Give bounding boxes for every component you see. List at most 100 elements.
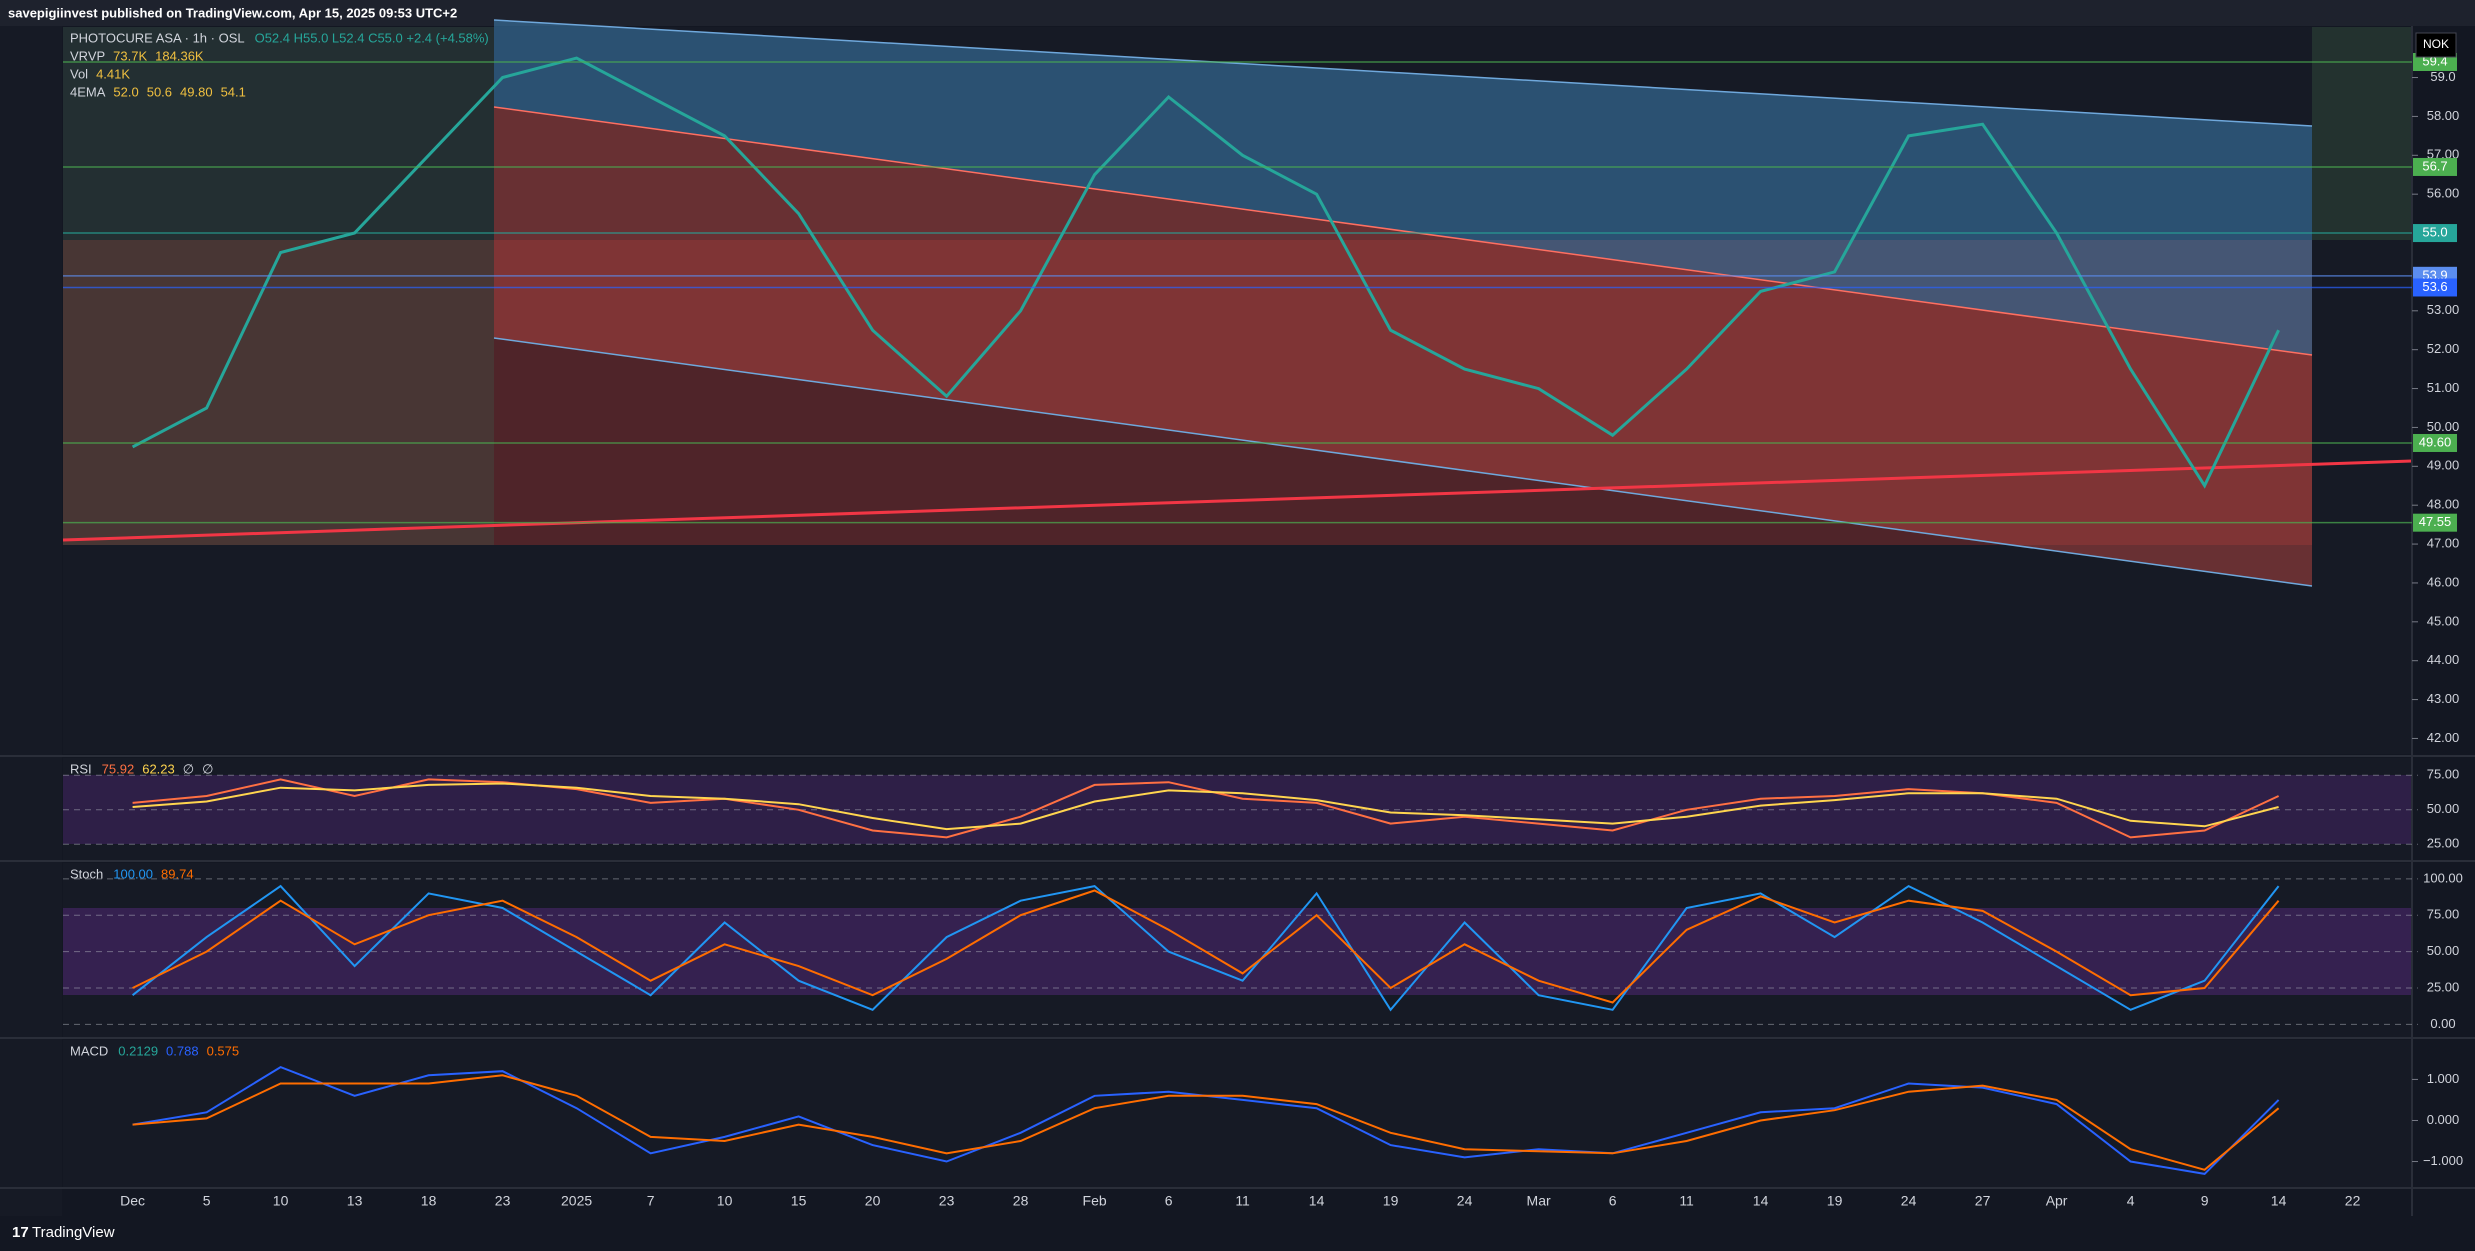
x-tick-label: 10 — [273, 1193, 289, 1209]
indicator-line — [132, 782, 2279, 831]
channel-bottom — [493, 337, 2313, 587]
y-tick-label: 100.00 — [2423, 870, 2463, 885]
indicator-line — [132, 889, 2280, 1004]
price-label-bg — [2413, 278, 2457, 297]
y-tick-label: 49.00 — [2427, 458, 2460, 473]
channel-top — [493, 19, 2313, 127]
x-tick-label: Feb — [1083, 1193, 1107, 1209]
indicator-value: 73.7K — [113, 48, 147, 63]
footer — [0, 1216, 2475, 1251]
publisher: savepigiinvest published on TradingView.… — [8, 5, 457, 20]
zone-left — [63, 27, 494, 545]
x-tick-label: 6 — [1609, 1193, 1617, 1209]
rsi-band — [63, 775, 2412, 844]
price-label-bg — [2413, 224, 2457, 243]
pane-title: PHOTOCURE ASA · 1h · OSL — [70, 30, 245, 45]
price-label: 55.0 — [2422, 224, 2447, 239]
indicator-name: 4EMA — [70, 84, 106, 99]
left-toolbar — [0, 26, 62, 1216]
y-tick-label: 50.00 — [2427, 801, 2460, 816]
price-label: 53.6 — [2422, 279, 2447, 294]
x-tick-label: 19 — [1827, 1193, 1843, 1209]
y-tick-label: 58.00 — [2427, 108, 2460, 123]
price-label: 56.7 — [2422, 158, 2447, 173]
y-tick-label: 75.00 — [2427, 767, 2460, 782]
y-tick-label: 42.00 — [2427, 730, 2460, 745]
rsi-pane — [63, 758, 2412, 860]
stoch-pane — [63, 863, 2412, 1037]
y-tick-label: 51.00 — [2427, 380, 2460, 395]
x-tick-label: 4 — [2127, 1193, 2135, 1209]
stoch-band — [63, 908, 2412, 995]
indicator-line — [132, 778, 2280, 839]
x-tick-label: 11 — [1235, 1193, 1250, 1209]
indicator-value: 52.0 — [113, 84, 138, 99]
x-tick-label: 22 — [2345, 1193, 2361, 1209]
price-label-bg — [2413, 433, 2457, 452]
y-tick-label: 47.00 — [2427, 536, 2460, 551]
x-tick-label: 14 — [1753, 1193, 1769, 1209]
y-tick-label: −1.000 — [2423, 1153, 2463, 1168]
x-tick-label: 14 — [2271, 1193, 2287, 1209]
y-tick-label: 50.00 — [2427, 419, 2460, 434]
y-tick-label: 43.00 — [2427, 691, 2460, 706]
legend-value: 100.00 — [113, 866, 153, 881]
legend-value: 0.2129 — [118, 1043, 158, 1058]
price-label: 47.55 — [2419, 514, 2452, 529]
legend-value: 62.23 — [142, 761, 175, 776]
top-bar — [0, 0, 2475, 26]
indicator-line — [132, 1074, 2280, 1171]
indicator-value: 49.80 — [180, 84, 213, 99]
x-tick-label: Mar — [1527, 1193, 1551, 1209]
y-tick-label: 1.000 — [2427, 1071, 2460, 1086]
x-tick-label: 9 — [2201, 1193, 2209, 1209]
indicator-value: 50.6 — [147, 84, 172, 99]
y-tick-label: 56.00 — [2427, 186, 2460, 201]
price-line — [131, 56, 2280, 489]
currency-bg — [2415, 32, 2457, 58]
pane-title: RSI — [70, 761, 92, 776]
x-tick-label: Dec — [120, 1193, 145, 1209]
footer-brand: TradingView — [32, 1224, 115, 1241]
legend-value: ∅ — [202, 761, 213, 776]
indicator-value: 54.1 — [221, 84, 246, 99]
legend-value: 75.92 — [102, 761, 135, 776]
x-tick-label: 5 — [203, 1193, 211, 1209]
y-tick-label: 59.0 — [2430, 69, 2455, 84]
channel-mid — [493, 106, 2313, 356]
x-tick-label: 24 — [1457, 1193, 1473, 1209]
channel-upper — [494, 20, 2312, 355]
indicator-value: 4.41K — [96, 66, 130, 81]
y-tick-label: 0.00 — [2430, 1016, 2455, 1031]
indicator-name: VRVP — [70, 48, 105, 63]
indicator-value: 184.36K — [155, 48, 204, 63]
y-tick-label: 25.00 — [2427, 836, 2460, 851]
footer-logo: 17 — [12, 1224, 29, 1241]
x-tick-label: 27 — [1975, 1193, 1991, 1209]
x-tick-label: 19 — [1383, 1193, 1399, 1209]
pane-title: MACD — [70, 1043, 108, 1058]
x-tick-label: 13 — [347, 1193, 363, 1209]
x-tick-label: 15 — [791, 1193, 807, 1209]
x-tick-label: 10 — [717, 1193, 733, 1209]
support-line — [62, 459, 2413, 542]
legend-value: 0.788 — [166, 1043, 199, 1058]
y-tick-label: 25.00 — [2427, 979, 2460, 994]
price-label-bg — [2413, 513, 2457, 532]
y-tick-label: 52.00 — [2427, 341, 2460, 356]
x-tick-label: 23 — [939, 1193, 955, 1209]
x-tick-label: 23 — [495, 1193, 511, 1209]
zone-right — [2312, 27, 2412, 240]
y-tick-label: 75.00 — [2427, 907, 2460, 922]
y-tick-label: 46.00 — [2427, 574, 2460, 589]
y-tick-label: 44.00 — [2427, 652, 2460, 667]
x-tick-label: 18 — [421, 1193, 437, 1209]
price-label: 49.60 — [2419, 434, 2452, 449]
legend-value: 89.74 — [161, 866, 194, 881]
x-tick-label: 14 — [1309, 1193, 1325, 1209]
price-label-bg — [2413, 157, 2457, 176]
y-tick-label: 50.00 — [2427, 943, 2460, 958]
channel-lower — [494, 107, 2312, 586]
